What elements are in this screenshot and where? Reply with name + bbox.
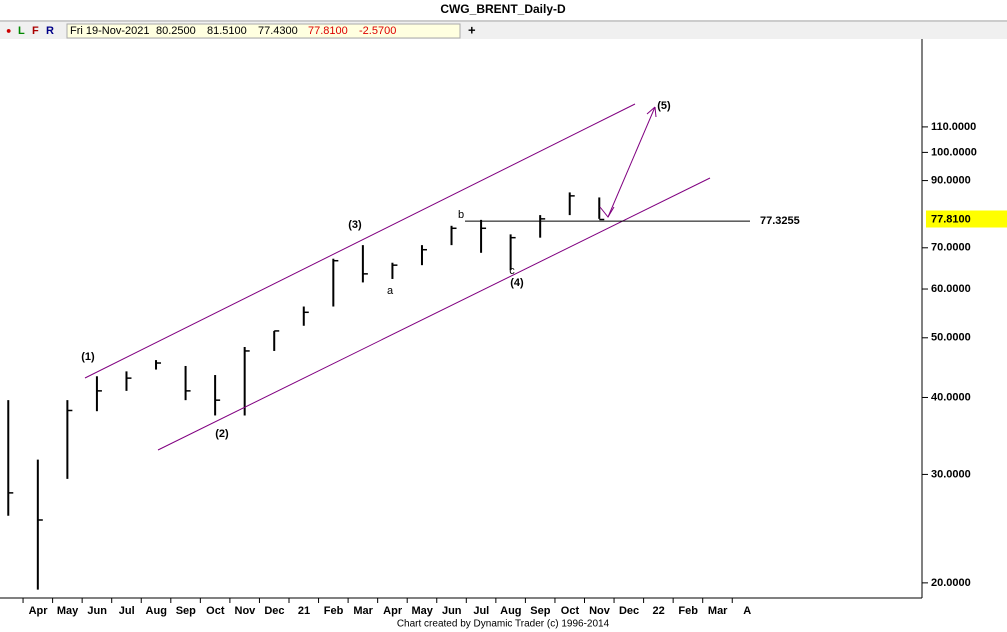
x-tick-label: Mar [353, 605, 373, 617]
arrow-head [646, 106, 657, 118]
y-tick-label: 20.0000 [931, 577, 971, 589]
x-tick-label: Feb [678, 605, 698, 617]
quote-open: 80.2500 [156, 25, 196, 37]
x-tick-label: May [411, 605, 433, 617]
x-tick-label: Jun [442, 605, 462, 617]
x-tick-label: Sep [176, 605, 196, 617]
y-tick-label: 60.0000 [931, 283, 971, 295]
channel-lower [157, 177, 711, 451]
y-tick-label: 30.0000 [931, 468, 971, 480]
last-price-box [926, 210, 1007, 228]
x-tick-label: 21 [298, 605, 310, 617]
x-tick-label: Apr [29, 605, 49, 617]
footer: Chart created by Dynamic Trader (c) 1996… [397, 619, 610, 630]
y-tick-label: 100.0000 [931, 146, 977, 158]
x-tick-label: May [57, 605, 79, 617]
wave-label: a [387, 285, 394, 297]
x-tick-label: Sep [530, 605, 550, 617]
x-tick-label: Mar [708, 605, 728, 617]
quote-close: 77.8100 [308, 25, 348, 37]
x-tick-label: Dec [619, 605, 639, 617]
x-tick-label: Nov [235, 605, 257, 617]
x-tick-label: 22 [652, 605, 664, 617]
x-tick-label: Feb [324, 605, 344, 617]
y-tick-label: 40.0000 [931, 391, 971, 403]
channel-upper [84, 103, 636, 379]
x-tick-label: Jun [87, 605, 107, 617]
toolbar-l[interactable]: L [18, 25, 25, 37]
toolbar-dot[interactable]: ● [6, 25, 11, 35]
x-tick-label: Aug [146, 605, 167, 617]
x-tick-label: Jul [473, 605, 489, 617]
wave-label: (1) [81, 351, 95, 363]
arrow-tail [599, 206, 615, 218]
chart-title: CWG_BRENT_Daily-D [440, 2, 566, 16]
y-tick-label: 70.0000 [931, 242, 971, 254]
x-tick-label: Oct [206, 605, 225, 617]
x-tick-label: Oct [561, 605, 580, 617]
y-tick-label: 50.0000 [931, 332, 971, 344]
x-tick-label: A [743, 605, 751, 617]
last-price-label: 77.8100 [931, 213, 971, 225]
wave-label: (3) [348, 219, 362, 231]
wave-label: (2) [215, 428, 229, 440]
wave-label: (4) [510, 277, 524, 289]
level-label: 77.3255 [760, 215, 800, 227]
wave-label: (5) [657, 100, 671, 112]
x-tick-label: Aug [500, 605, 521, 617]
x-tick-label: Apr [383, 605, 403, 617]
projection-arrow [607, 106, 656, 218]
quote-box [66, 23, 461, 39]
y-tick-label: 90.0000 [931, 174, 971, 186]
quote-change: -2.5700 [359, 25, 396, 37]
wave-label: b [458, 209, 464, 221]
quote-high: 81.5100 [207, 25, 247, 37]
x-tick-label: Nov [589, 605, 611, 617]
x-tick-label: Dec [264, 605, 284, 617]
wave-label: c [509, 265, 515, 277]
toolbar-f[interactable]: F [32, 25, 39, 37]
toolbar-plus[interactable]: + [468, 22, 476, 37]
x-tick-label: Jul [119, 605, 135, 617]
toolbar-r[interactable]: R [46, 25, 54, 37]
y-tick-label: 110.0000 [931, 121, 976, 133]
quote-low: 77.4300 [258, 25, 298, 37]
quote-date: Fri 19-Nov-2021 [70, 25, 149, 37]
